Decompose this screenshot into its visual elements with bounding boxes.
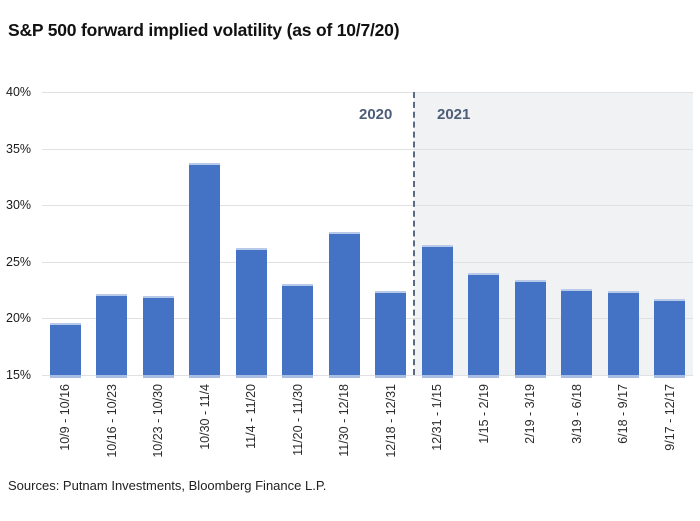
x-tick-label: 12/31 - 1/15 (430, 384, 445, 451)
x-tick-label: 9/17 - 12/17 (662, 384, 677, 451)
gridline (42, 205, 693, 206)
bar-12/18-12/31 (375, 291, 407, 378)
bar-12/31-1/15 (421, 244, 453, 378)
bar-3/19-6/18 (561, 289, 593, 378)
x-tick-label: 1/15 - 2/19 (476, 384, 491, 444)
gridline (42, 262, 693, 263)
y-tick-label: 40% (6, 85, 32, 99)
x-tick-label: 3/19 - 6/18 (569, 384, 584, 444)
year-2021-shaded-region (414, 92, 693, 375)
x-tick-label: 10/16 - 10/23 (104, 384, 119, 458)
bar-11/30-12/18 (328, 232, 360, 378)
x-tick-label: 12/18 - 12/31 (383, 384, 398, 458)
x-tick-label: 11/4 - 11/20 (244, 384, 259, 449)
bar-10/16-10/23 (96, 293, 128, 378)
y-tick-label: 30% (6, 198, 32, 213)
gridline (42, 92, 693, 93)
y-tick-label: 25% (6, 254, 32, 269)
bar-11/20-11/30 (282, 284, 314, 378)
y-tick-label: 20% (6, 311, 32, 326)
gridline (42, 375, 693, 376)
bar-11/4-11/20 (235, 248, 267, 378)
x-tick-label: 6/18 - 9/17 (616, 384, 631, 444)
x-tick-label: 11/30 - 12/18 (337, 384, 352, 457)
bar-2/19-3/19 (514, 279, 546, 378)
source-note: Sources: Putnam Investments, Bloomberg F… (8, 478, 327, 493)
bar-10/9-10/16 (49, 322, 81, 378)
y-tick-label: 35% (6, 141, 32, 156)
x-tick-label: 10/30 - 11/4 (197, 384, 212, 450)
bar-10/23-10/30 (142, 295, 174, 378)
x-tick-label: 10/23 - 10/30 (151, 384, 166, 458)
y-tick-label: 15% (6, 368, 32, 382)
gridline (42, 318, 693, 319)
year-label-2020: 2020 (359, 106, 393, 123)
chart-title: S&P 500 forward implied volatility (as o… (8, 20, 400, 40)
bar-10/30-11/4 (189, 163, 221, 378)
year-divider-dashed-line (413, 92, 415, 375)
x-tick-label: 11/20 - 11/30 (290, 384, 305, 456)
x-tick-label: 10/9 - 10/16 (58, 384, 73, 451)
year-label-2021: 2021 (437, 106, 471, 123)
x-tick-label: 2/19 - 3/19 (523, 384, 538, 444)
gridline (42, 149, 693, 150)
bar-9/17-12/17 (654, 299, 686, 378)
bar-1/15-2/19 (468, 273, 500, 378)
bar-6/18-9/17 (607, 291, 639, 378)
